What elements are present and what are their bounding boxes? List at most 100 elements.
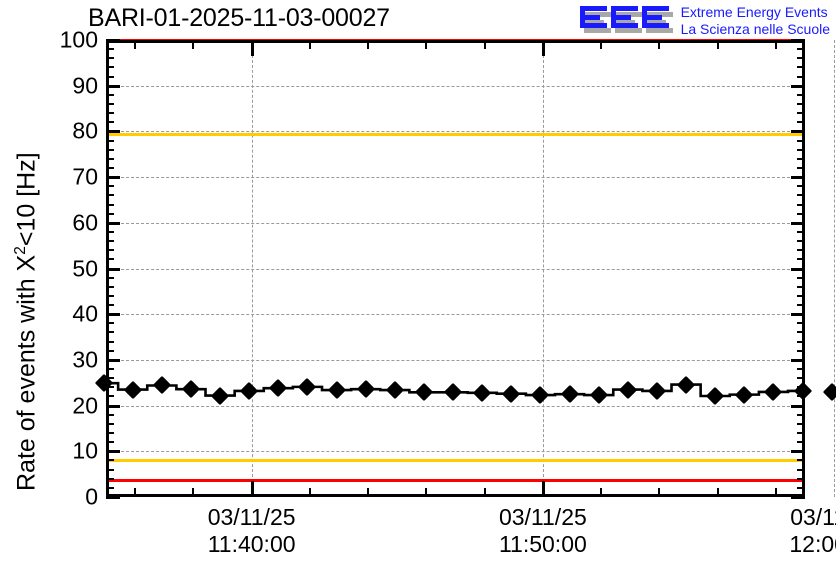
x-tick-label: 03/11/25 11:40:00 <box>208 504 296 558</box>
axis-tick <box>791 313 805 317</box>
axis-tick <box>106 358 120 362</box>
gridline-horizontal <box>106 131 805 133</box>
axis-tick <box>367 40 370 49</box>
axis-tick <box>106 93 114 96</box>
axis-tick <box>797 93 805 96</box>
axis-tick <box>797 377 805 380</box>
x-tick-date: 03/11/25 <box>790 504 836 530</box>
axis-tick <box>106 48 114 51</box>
axis-tick <box>106 166 114 169</box>
axis-tick <box>797 486 805 489</box>
axis-tick <box>106 477 114 480</box>
axis-tick <box>797 413 805 416</box>
axis-tick <box>797 285 805 288</box>
axis-tick <box>106 203 114 206</box>
axis-tick <box>106 386 114 389</box>
reference-line-upper-yellow-limit <box>106 132 805 136</box>
axis-tick <box>791 404 805 408</box>
axis-tick <box>791 221 805 225</box>
axis-tick <box>541 40 545 56</box>
axis-tick <box>797 240 805 243</box>
x-tick-label: 03/11/2512:00:00 <box>789 504 836 558</box>
x-tick-time: 12:00:00 <box>789 531 836 557</box>
data-point <box>822 383 836 402</box>
axis-tick <box>250 481 254 497</box>
eee-letters-icon <box>579 6 673 33</box>
axis-tick <box>308 40 311 49</box>
gridline-horizontal <box>106 359 805 361</box>
axis-tick <box>797 422 805 425</box>
y-tick-label: 50 <box>72 255 98 281</box>
axis-tick <box>106 331 114 334</box>
reference-line-lower-red-limit <box>106 478 805 482</box>
axis-tick <box>106 157 114 160</box>
axis-tick <box>106 230 114 233</box>
axis-tick <box>192 488 195 497</box>
gridline-horizontal <box>106 405 805 407</box>
axis-tick <box>716 488 719 497</box>
gridline-vertical <box>251 40 253 497</box>
axis-tick <box>797 157 805 160</box>
axis-tick <box>106 112 114 115</box>
axis-tick <box>192 40 195 49</box>
axis-tick <box>106 221 120 225</box>
axis-tick <box>106 148 114 151</box>
axis-tick <box>797 322 805 325</box>
gridline-horizontal <box>106 268 805 270</box>
gridline-horizontal <box>106 85 805 87</box>
series-connector-line <box>106 381 805 398</box>
axis-tick <box>106 130 120 134</box>
axis-tick <box>541 481 545 497</box>
axis-tick <box>106 486 114 489</box>
axis-tick <box>106 322 114 325</box>
axis-tick <box>791 450 805 454</box>
axis-tick <box>106 459 114 462</box>
axis-tick <box>106 395 114 398</box>
axis-tick <box>106 258 114 261</box>
axis-tick <box>797 194 805 197</box>
axis-tick <box>797 432 805 435</box>
axis-tick <box>797 185 805 188</box>
axis-tick <box>106 404 120 408</box>
axis-tick <box>797 331 805 334</box>
axis-tick <box>658 40 661 49</box>
axis-tick <box>797 139 805 142</box>
x-tick-time: 11:50:00 <box>498 531 587 557</box>
axis-tick <box>106 368 114 371</box>
axis-tick <box>106 294 114 297</box>
axis-tick <box>106 121 114 124</box>
axis-tick <box>797 102 805 105</box>
axis-tick <box>106 432 114 435</box>
axis-tick <box>600 488 603 497</box>
gridline-horizontal <box>106 222 805 224</box>
axis-tick <box>106 57 114 60</box>
axis-tick <box>600 40 603 49</box>
axis-tick <box>106 249 114 252</box>
axis-tick <box>797 477 805 480</box>
axis-tick <box>774 488 777 497</box>
axis-tick <box>425 40 428 49</box>
axis-tick <box>106 313 120 317</box>
axis-tick <box>658 488 661 497</box>
axis-tick <box>774 40 777 49</box>
gridline-vertical <box>834 40 836 497</box>
y-tick-label: 90 <box>72 72 98 99</box>
axis-tick <box>797 48 805 51</box>
axis-tick <box>106 212 114 215</box>
y-tick-label: 80 <box>72 117 98 144</box>
axis-tick <box>797 304 805 307</box>
axis-tick <box>797 441 805 444</box>
axis-tick <box>367 488 370 497</box>
axis-tick <box>797 249 805 252</box>
axis-tick <box>797 148 805 151</box>
axis-tick <box>791 130 805 134</box>
axis-tick <box>797 203 805 206</box>
axis-tick <box>106 267 120 271</box>
y-tick-label: 100 <box>59 26 98 53</box>
plot-area <box>94 39 836 499</box>
axis-tick <box>797 57 805 60</box>
y-tick-label: 20 <box>72 392 98 419</box>
axis-tick <box>797 166 805 169</box>
axis-tick <box>106 185 114 188</box>
axis-tick <box>134 40 137 49</box>
